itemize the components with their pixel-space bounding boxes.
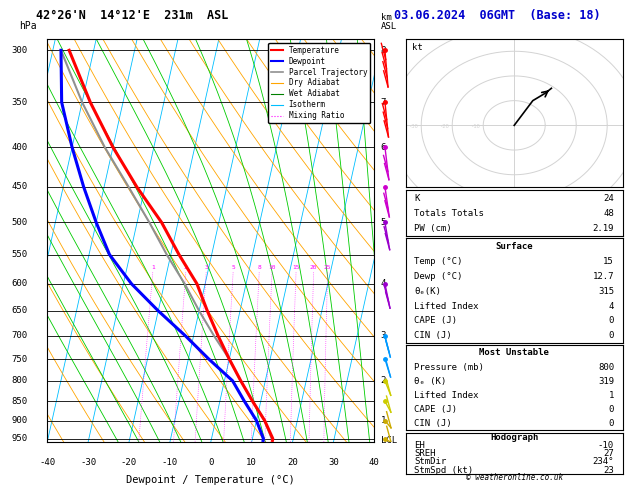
Text: 0: 0 [609, 331, 614, 340]
Text: 48: 48 [603, 209, 614, 218]
Text: 700: 700 [11, 331, 28, 340]
Text: Lifted Index: Lifted Index [415, 301, 479, 311]
Text: 850: 850 [11, 397, 28, 406]
Text: CIN (J): CIN (J) [415, 331, 452, 340]
Text: Mixing Ratio (g/kg): Mixing Ratio (g/kg) [412, 238, 421, 340]
Text: km
ASL: km ASL [381, 13, 397, 31]
Text: 600: 600 [11, 279, 28, 288]
Text: 3: 3 [381, 331, 386, 340]
Text: 3: 3 [204, 265, 208, 270]
Text: 350: 350 [11, 98, 28, 107]
Text: -10: -10 [470, 124, 480, 129]
Text: 400: 400 [11, 143, 28, 152]
Text: 800: 800 [598, 363, 614, 371]
Text: -30: -30 [408, 124, 418, 129]
Text: 25: 25 [324, 265, 331, 270]
Text: hPa: hPa [19, 21, 36, 31]
Text: CIN (J): CIN (J) [415, 419, 452, 428]
Text: 2.19: 2.19 [593, 224, 614, 233]
Text: -10: -10 [162, 458, 178, 468]
Text: 234°: 234° [593, 457, 614, 467]
Text: 15: 15 [292, 265, 300, 270]
Text: K: K [415, 193, 420, 203]
Text: © weatheronline.co.uk: © weatheronline.co.uk [466, 473, 563, 482]
Text: 1: 1 [381, 416, 386, 425]
Text: 4: 4 [609, 301, 614, 311]
Text: 6: 6 [381, 143, 386, 152]
Text: CAPE (J): CAPE (J) [415, 405, 457, 414]
Text: Totals Totals: Totals Totals [415, 209, 484, 218]
Text: 650: 650 [11, 306, 28, 315]
Text: 4: 4 [381, 279, 386, 288]
Text: 800: 800 [11, 376, 28, 385]
Text: -20: -20 [439, 124, 449, 129]
Legend: Temperature, Dewpoint, Parcel Trajectory, Dry Adiabat, Wet Adiabat, Isotherm, Mi: Temperature, Dewpoint, Parcel Trajectory… [268, 43, 370, 123]
Text: 900: 900 [11, 416, 28, 425]
Text: PW (cm): PW (cm) [415, 224, 452, 233]
Text: kt: kt [412, 43, 423, 52]
Text: 0: 0 [208, 458, 213, 468]
Text: Surface: Surface [496, 242, 533, 251]
Text: 5: 5 [231, 265, 235, 270]
Text: 8: 8 [381, 46, 386, 55]
Text: 950: 950 [11, 434, 28, 443]
Text: Temp (°C): Temp (°C) [415, 257, 463, 266]
Text: -10: -10 [598, 441, 614, 450]
Text: 20: 20 [287, 458, 298, 468]
Text: Hodograph: Hodograph [490, 433, 538, 442]
Text: 500: 500 [11, 218, 28, 227]
Text: StmSpd (kt): StmSpd (kt) [415, 466, 474, 475]
Text: 10: 10 [246, 458, 257, 468]
Text: Lifted Index: Lifted Index [415, 391, 479, 400]
Text: 315: 315 [598, 287, 614, 295]
Text: LCL: LCL [381, 436, 397, 445]
Text: -40: -40 [39, 458, 55, 468]
Text: 10: 10 [269, 265, 276, 270]
Text: 8: 8 [257, 265, 261, 270]
Text: EH: EH [415, 441, 425, 450]
Text: 40: 40 [369, 458, 380, 468]
Text: θₑ (K): θₑ (K) [415, 377, 447, 386]
Text: 20: 20 [310, 265, 318, 270]
Text: 42°26'N  14°12'E  231m  ASL: 42°26'N 14°12'E 231m ASL [36, 9, 228, 22]
Text: Most Unstable: Most Unstable [479, 348, 549, 357]
Text: 27: 27 [603, 449, 614, 458]
Text: StmDir: StmDir [415, 457, 447, 467]
Text: SREH: SREH [415, 449, 436, 458]
Text: 15: 15 [603, 257, 614, 266]
Text: 30: 30 [328, 458, 339, 468]
Text: 750: 750 [11, 355, 28, 364]
Text: 1: 1 [609, 391, 614, 400]
Text: 24: 24 [603, 193, 614, 203]
Text: 2: 2 [381, 376, 386, 385]
Text: 300: 300 [11, 46, 28, 55]
Text: 1: 1 [151, 265, 155, 270]
Text: 7: 7 [381, 98, 386, 107]
Text: -20: -20 [121, 458, 137, 468]
Text: θₑ(K): θₑ(K) [415, 287, 442, 295]
Text: 23: 23 [603, 466, 614, 475]
Text: CAPE (J): CAPE (J) [415, 316, 457, 326]
Text: -30: -30 [80, 458, 96, 468]
Text: Pressure (mb): Pressure (mb) [415, 363, 484, 371]
Text: 550: 550 [11, 250, 28, 259]
Text: 03.06.2024  06GMT  (Base: 18): 03.06.2024 06GMT (Base: 18) [394, 9, 600, 22]
Text: Dewpoint / Temperature (°C): Dewpoint / Temperature (°C) [126, 474, 295, 485]
Text: Dewp (°C): Dewp (°C) [415, 272, 463, 281]
Text: 2: 2 [184, 265, 187, 270]
Text: 0: 0 [609, 316, 614, 326]
Text: 0: 0 [609, 405, 614, 414]
Text: 450: 450 [11, 182, 28, 191]
Text: 12.7: 12.7 [593, 272, 614, 281]
Text: 319: 319 [598, 377, 614, 386]
Text: 0: 0 [609, 419, 614, 428]
Text: 5: 5 [381, 218, 386, 227]
